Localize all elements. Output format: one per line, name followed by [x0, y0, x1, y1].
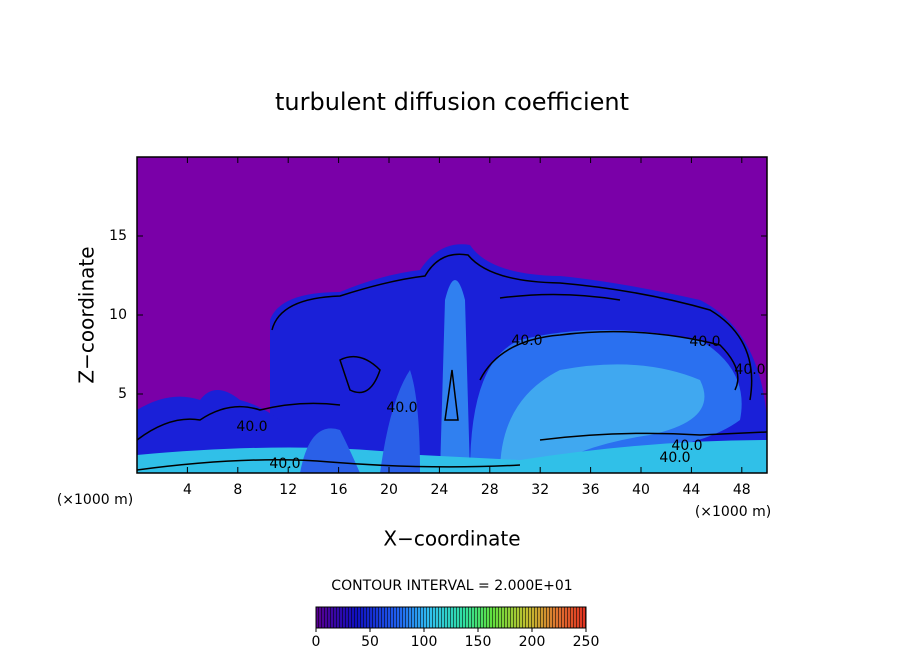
x-unit: (×1000 m)	[57, 492, 133, 508]
y-tick-label: 15	[109, 228, 127, 244]
y-tick-label: 5	[118, 386, 127, 402]
x-tick-label: 20	[380, 482, 398, 498]
x-tick-label: 8	[233, 482, 242, 498]
x-tick-label: 4	[183, 482, 192, 498]
colorbar-tick-label: 250	[573, 634, 600, 650]
chart-title: turbulent diffusion coefficient	[275, 88, 629, 116]
x-tick-label: 28	[481, 482, 499, 498]
y-axis-label: Z−coordinate	[75, 246, 99, 383]
contour-label: 40.0	[236, 419, 267, 435]
x-tick-label: 16	[330, 482, 348, 498]
contour-label: 40.0	[671, 438, 702, 454]
x-tick-label: 24	[430, 482, 448, 498]
x-tick-label: 32	[531, 482, 549, 498]
colorbar-tick-label: 0	[312, 634, 321, 650]
contour-label: 40.0	[511, 333, 542, 349]
colorbar-tick-label: 100	[411, 634, 438, 650]
contour-label: 40.0	[269, 456, 300, 472]
x-tick-label: 36	[582, 482, 600, 498]
x-tick-label: 44	[682, 482, 700, 498]
colorbar-tick-label: 150	[465, 634, 492, 650]
field	[137, 157, 767, 473]
colorbar-tick-label: 50	[361, 634, 379, 650]
contour-label: 40.0	[386, 400, 417, 416]
contour-label: 40.0	[689, 334, 720, 350]
contour-label: 40.0	[659, 450, 690, 466]
x-axis-label: X−coordinate	[383, 527, 520, 551]
x-tick-label: 48	[733, 482, 751, 498]
x-unit: (×1000 m)	[695, 504, 771, 520]
colorbar-title: CONTOUR INTERVAL = 2.000E+01	[331, 578, 572, 594]
x-tick-label: 40	[632, 482, 650, 498]
contour-label: 40.0	[734, 362, 765, 378]
y-tick-label: 10	[109, 307, 127, 323]
colorbar-tick-label: 200	[519, 634, 546, 650]
x-tick-label: 12	[279, 482, 297, 498]
colorbar-frame	[315, 606, 587, 629]
